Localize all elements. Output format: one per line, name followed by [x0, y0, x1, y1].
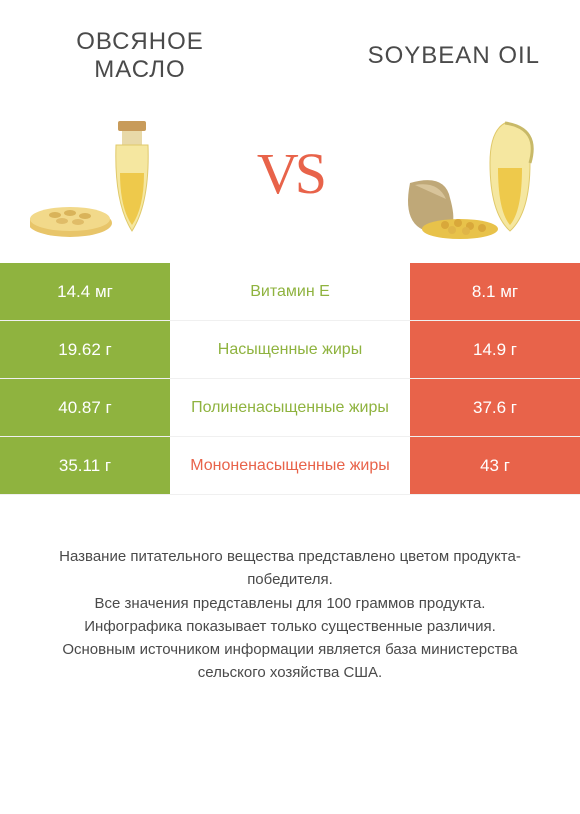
- table-row: 35.11 гМононенасыщенные жиры43 г: [0, 437, 580, 495]
- value-left: 14.4 мг: [0, 263, 170, 320]
- footer-line: Все значения представлены для 100 граммо…: [40, 592, 540, 615]
- footer: Название питательного вещества представл…: [0, 495, 580, 685]
- footer-line: Инфографика показывает только существенн…: [40, 615, 540, 638]
- value-left: 19.62 г: [0, 321, 170, 378]
- product-left-image: [30, 103, 190, 243]
- table-row: 19.62 гНасыщенные жиры14.9 г: [0, 321, 580, 379]
- value-right: 37.6 г: [410, 379, 580, 436]
- footer-line: Название питательного вещества представл…: [40, 545, 540, 592]
- table-row: 14.4 мгВитамин E8.1 мг: [0, 263, 580, 321]
- value-right: 14.9 г: [410, 321, 580, 378]
- table-row: 40.87 гПолиненасыщенные жиры37.6 г: [0, 379, 580, 437]
- value-right: 43 г: [410, 437, 580, 494]
- vs-label: VS: [257, 140, 323, 207]
- value-left: 35.11 г: [0, 437, 170, 494]
- value-left: 40.87 г: [0, 379, 170, 436]
- nutrient-label: Витамин E: [170, 263, 410, 320]
- images-row: VS: [0, 93, 580, 263]
- header: ОВСЯНОЕ МАСЛО SOYBEAN OIL: [0, 0, 580, 93]
- comparison-table: 14.4 мгВитамин E8.1 мг19.62 гНасыщенные …: [0, 263, 580, 495]
- product-right-image: [390, 103, 550, 243]
- nutrient-label: Насыщенные жиры: [170, 321, 410, 378]
- nutrient-label: Мононенасыщенные жиры: [170, 437, 410, 494]
- footer-line: Основным источником информации является …: [40, 638, 540, 685]
- product-right-title: SOYBEAN OIL: [340, 28, 540, 70]
- nutrient-label: Полиненасыщенные жиры: [170, 379, 410, 436]
- product-left-title: ОВСЯНОЕ МАСЛО: [40, 28, 240, 83]
- value-right: 8.1 мг: [410, 263, 580, 320]
